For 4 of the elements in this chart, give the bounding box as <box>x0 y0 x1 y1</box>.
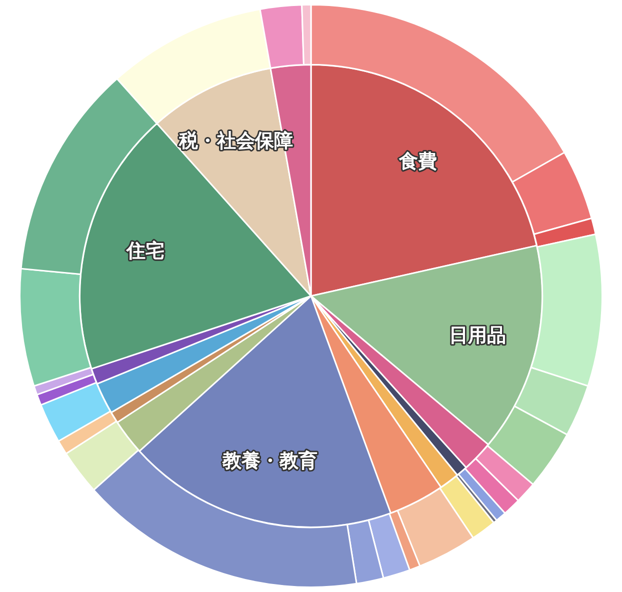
slice-label: 日用品 <box>448 324 506 346</box>
slice-label: 教養・教育 <box>222 450 318 472</box>
slice-label: 食費 <box>398 150 437 172</box>
slice-label: 住宅 <box>126 240 165 262</box>
